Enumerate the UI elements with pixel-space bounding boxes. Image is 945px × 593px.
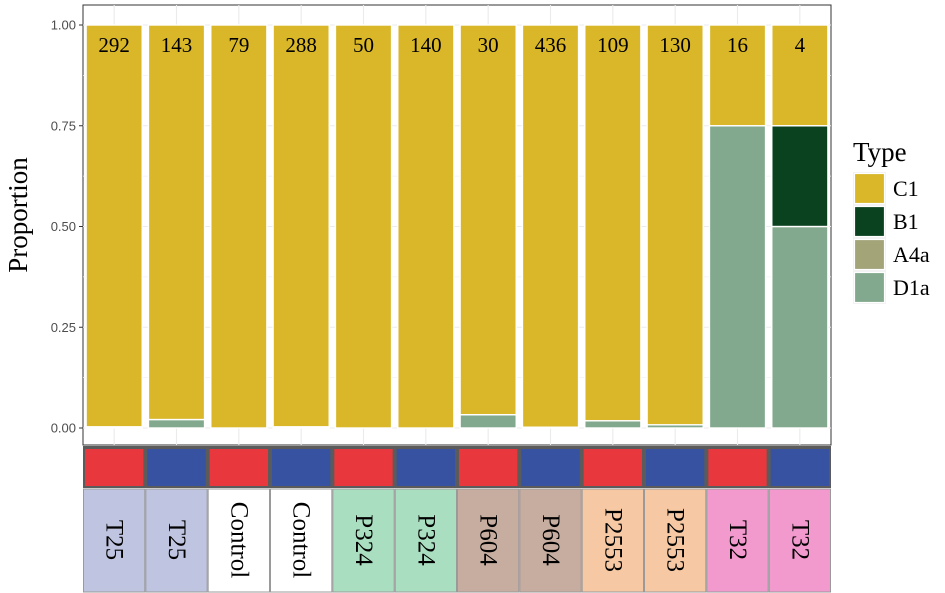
group-cell <box>207 488 271 593</box>
group-label: T32 <box>724 520 751 560</box>
count-label: 79 <box>228 33 249 57</box>
count-labels: 292 143 79 288 50 140 30 436 109 130 16 4 <box>98 33 805 57</box>
condition-cell <box>272 449 331 486</box>
count-label: 436 <box>535 33 567 57</box>
group-label: P324 <box>350 514 377 566</box>
bar-segment-c1 <box>272 24 330 428</box>
bar-segment-c1 <box>334 24 393 429</box>
condition-cell <box>147 449 206 486</box>
bar-segment-d1a <box>771 225 829 429</box>
condition-strip <box>83 446 831 488</box>
condition-cell <box>85 449 144 486</box>
count-label: 140 <box>410 33 442 57</box>
group-cell <box>519 488 582 593</box>
group-strip: T25 T25 Control Control P324 P324 P604 P604 P255… <box>83 488 832 593</box>
condition-cell <box>396 449 455 486</box>
bar-segment-b1 <box>771 125 829 228</box>
count-label: 288 <box>285 33 317 57</box>
legend-label: A4a <box>893 242 930 267</box>
group-label: T25 <box>101 520 128 560</box>
bar-segment-c1 <box>459 24 517 416</box>
legend-title: Type <box>853 137 907 167</box>
bar-segment-d1a <box>708 125 767 429</box>
group-cell <box>581 488 645 593</box>
legend-label: C1 <box>893 176 919 201</box>
condition-cell <box>334 449 393 486</box>
count-label: 50 <box>353 33 374 57</box>
legend-label: D1a <box>893 275 930 300</box>
condition-cell <box>459 449 518 486</box>
bar-segment-c1 <box>147 24 206 421</box>
condition-cell <box>583 449 642 486</box>
legend-key-b1 <box>853 205 886 238</box>
count-label: 143 <box>161 33 193 57</box>
bar-segment-c1 <box>397 24 455 429</box>
bar-segment-c1 <box>210 24 268 429</box>
bar-segment-c1 <box>708 24 767 127</box>
y-tick-label: 0.75 <box>51 118 76 133</box>
bar-segment-d1a <box>459 414 517 429</box>
group-cell <box>83 488 146 593</box>
group-label: Control <box>288 502 315 578</box>
y-tick-label: 0.00 <box>51 421 76 436</box>
count-label: 30 <box>478 33 499 57</box>
y-tick-label: 0.25 <box>51 320 76 335</box>
count-label: 130 <box>659 33 691 57</box>
legend-key-c1 <box>853 172 886 205</box>
group-cell <box>457 488 520 593</box>
bar-segment-d1a <box>584 420 642 429</box>
bar-segment-c1 <box>85 24 143 428</box>
condition-cell <box>646 449 705 486</box>
y-axis-title: Proportion <box>3 157 33 273</box>
group-cell <box>332 488 395 593</box>
group-label: P2553 <box>662 508 689 572</box>
group-label: P324 <box>412 514 439 566</box>
group-cell <box>768 488 832 593</box>
group-cell <box>145 488 208 593</box>
y-axis: 0.00 0.25 0.50 0.75 1.00 <box>51 18 83 436</box>
group-label: P604 <box>537 514 564 566</box>
group-cell <box>394 488 457 593</box>
count-label: 4 <box>795 33 806 57</box>
group-cell <box>706 488 769 593</box>
bar-segment-c1 <box>771 24 829 127</box>
condition-cell <box>708 449 767 486</box>
count-label: 16 <box>727 33 748 57</box>
legend: Type C1 B1 A4a D1a <box>853 137 930 304</box>
bar-segment-d1a <box>147 418 206 429</box>
legend-key-a4a <box>853 238 886 271</box>
group-label: P604 <box>475 514 502 566</box>
group-label: Control <box>225 502 252 578</box>
condition-cell <box>770 449 829 486</box>
condition-cell <box>521 449 580 486</box>
legend-label: B1 <box>893 209 919 234</box>
group-label: T32 <box>786 520 813 560</box>
plot-panel <box>82 4 832 446</box>
bar-segment-c1 <box>521 24 580 428</box>
group-cell <box>644 488 707 593</box>
count-label: 109 <box>597 33 629 57</box>
legend-key-d1a <box>853 271 886 304</box>
group-cell <box>270 488 333 593</box>
count-label: 292 <box>98 33 130 57</box>
y-tick-label: 1.00 <box>51 18 76 33</box>
group-label: T25 <box>163 520 190 560</box>
bar-segment-c1 <box>646 24 704 426</box>
bars <box>85 24 829 429</box>
y-tick-label: 0.50 <box>51 219 76 234</box>
condition-cell <box>209 449 268 486</box>
group-label: P2553 <box>599 508 626 572</box>
bar-segment-c1 <box>584 24 642 422</box>
condition-strip-background <box>83 446 831 488</box>
